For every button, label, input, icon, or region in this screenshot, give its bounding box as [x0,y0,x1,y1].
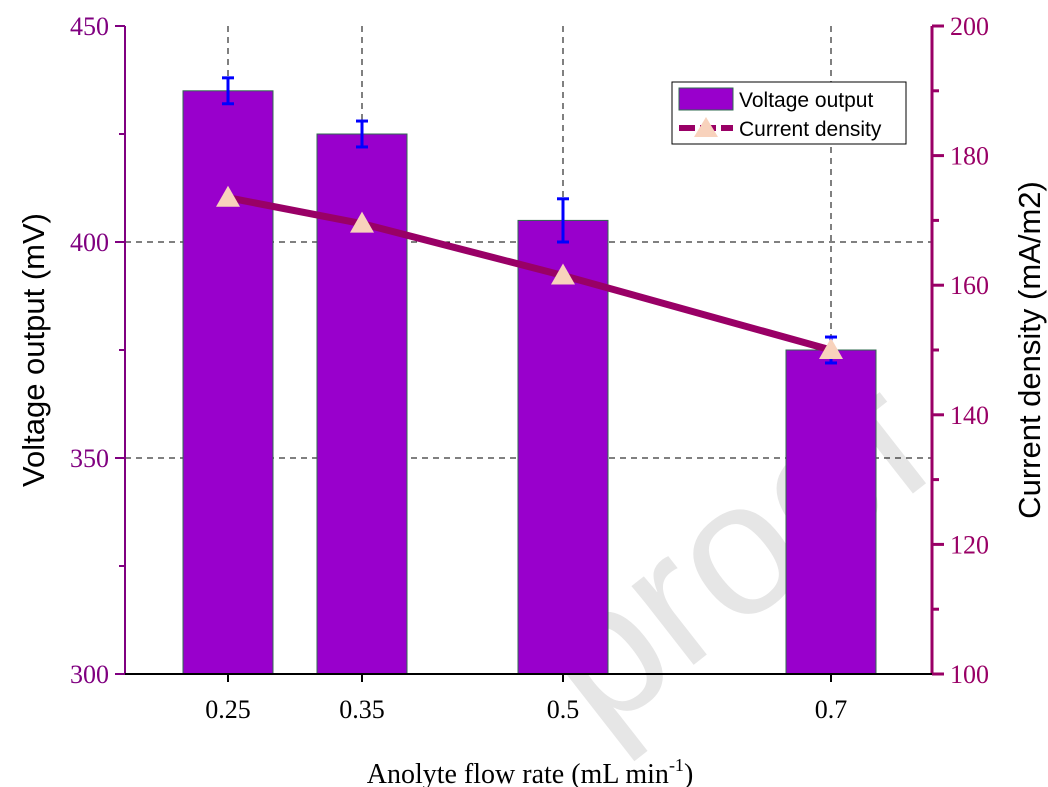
x-label-close: ) [684,759,693,787]
error-bar-0.25 [222,76,234,106]
y-right-tick-100: 100 [950,660,989,689]
legend: Voltage output Current density [671,81,907,145]
legend-label-voltage: Voltage output [739,89,873,112]
x-axis-label: Anolyte flow rate (mL min-1) [367,755,694,787]
x-label-superscript: -1 [669,755,684,775]
y-left-tick-450: 450 [70,12,109,41]
x-tick-0.5: 0.5 [547,695,580,724]
current-density-path [227,194,832,354]
y-right-label: Current density (mA/m2) [1012,181,1047,519]
current-density-point-0.5 [551,263,575,285]
bar-0.5 [517,219,609,675]
bar-0.25 [182,90,274,675]
x-tick-0.35: 0.35 [339,695,385,724]
axes [115,24,944,682]
error-bar-0.5 [557,197,569,244]
y-right-tick-200: 200 [950,12,989,41]
current-density-point-0.25 [216,185,240,207]
y-left-tick-350: 350 [70,444,109,473]
bar-0.7 [785,349,877,675]
tick-labels: 300 350 400 450 100 120 140 160 180 200 0.25 0.35 0.… [70,12,989,724]
legend-marker-current [694,117,718,137]
y-left-label: Voltage output (mV) [16,213,51,487]
y-right-tick-160: 160 [950,271,989,300]
y-right-tick-140: 140 [950,401,989,430]
y-right-tick-180: 180 [950,142,989,171]
legend-swatch-voltage [678,87,734,111]
y-left-tick-400: 400 [70,228,109,257]
x-tick-0.25: 0.25 [205,695,251,724]
x-tick-0.7: 0.7 [815,695,848,724]
error-bar-0.35 [356,119,368,149]
legend-label-current: Current density [739,118,882,141]
current-density-point-0.35 [350,211,374,233]
x-label-main: Anolyte flow rate (mL min [367,759,669,787]
y-right-tick-120: 120 [950,530,989,559]
current-density-point-0.7 [819,338,843,359]
y-left-tick-300: 300 [70,660,109,689]
current-density-line [216,185,843,359]
